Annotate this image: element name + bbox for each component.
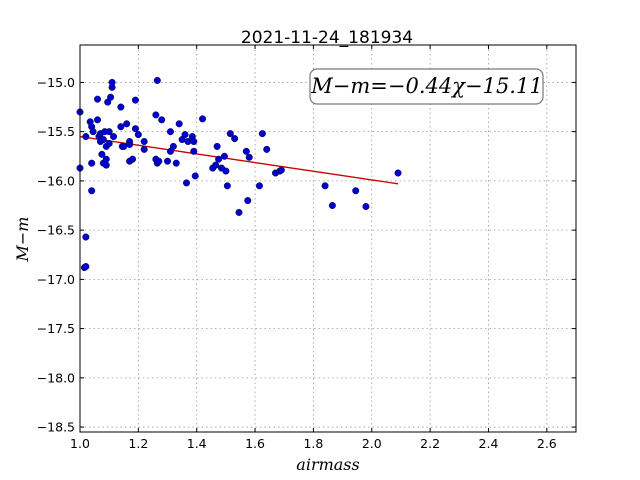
data-point [199, 115, 207, 123]
data-point [215, 155, 223, 163]
axis-ticks: 1.0 1.2 1.4 1.6 1.8 2.0 2.2 2.4 2.6 −15.0 −15.5 −16… [37, 45, 576, 451]
x-tick-label: 1.0 [70, 436, 90, 451]
data-point [166, 128, 174, 136]
data-point [110, 133, 118, 141]
data-point [117, 103, 125, 111]
data-point [117, 123, 125, 131]
data-point [182, 179, 190, 187]
data-point [102, 161, 110, 169]
data-point [108, 78, 116, 86]
data-point [131, 125, 139, 133]
data-point [244, 197, 252, 205]
x-tick-label: 1.2 [128, 436, 148, 451]
chart-title: 2021-11-24_181934 [241, 28, 413, 48]
data-point [102, 155, 110, 163]
data-point [263, 145, 271, 153]
data-point [362, 202, 370, 210]
data-point [82, 233, 90, 241]
data-point [126, 140, 134, 148]
y-tick-label: −17.5 [37, 321, 75, 336]
data-point [212, 161, 220, 169]
data-point [152, 111, 160, 119]
data-point [394, 169, 402, 177]
x-tick-label: 2.2 [420, 436, 440, 451]
data-point [213, 142, 221, 150]
data-point [134, 131, 142, 139]
fit-equation-frame [309, 68, 544, 105]
data-point [245, 153, 253, 161]
x-tick-label: 2.4 [479, 436, 499, 451]
data-point [191, 172, 199, 180]
data-point [131, 96, 139, 104]
data-point [277, 166, 285, 174]
data-point [155, 157, 163, 165]
data-point [120, 142, 128, 150]
data-point [82, 133, 90, 141]
data-point [222, 167, 230, 175]
data-point [220, 152, 228, 160]
x-tick-label: 1.6 [245, 436, 265, 451]
data-point [190, 138, 198, 146]
y-tick-label: −15.5 [37, 124, 75, 139]
data-point [172, 159, 180, 167]
data-point [105, 139, 113, 147]
data-point [107, 93, 115, 101]
data-point [242, 147, 250, 155]
data-point [88, 159, 96, 167]
data-point [140, 138, 148, 146]
fit-equation-text: M−m=−0.44χ−15.11 [310, 74, 542, 98]
y-tick-label: −15.0 [37, 75, 75, 90]
data-point [99, 136, 107, 144]
data-point [88, 187, 96, 195]
data-point [175, 120, 183, 128]
y-tick-label: −16.5 [37, 223, 75, 238]
data-point [235, 208, 243, 216]
data-point [223, 182, 231, 190]
y-axis-label: M−m [13, 217, 32, 263]
data-point [158, 116, 166, 124]
data-point [169, 142, 177, 150]
x-tick-label: 2.6 [537, 436, 557, 451]
data-point [352, 187, 360, 195]
x-tick-label: 2.0 [362, 436, 382, 451]
data-point [226, 130, 234, 138]
y-tick-label: −17.0 [37, 272, 75, 287]
data-point [153, 76, 161, 84]
x-tick-label: 1.4 [187, 436, 207, 451]
data-point [89, 128, 97, 136]
data-point [321, 182, 329, 190]
data-point [140, 145, 148, 153]
data-point [181, 131, 189, 139]
fit-equation-box: M−m=−0.44χ−15.11 [309, 68, 544, 105]
data-point [94, 116, 102, 124]
plot-area-frame [79, 44, 577, 433]
data-point [82, 263, 90, 271]
data-point [94, 95, 102, 103]
y-tick-label: −16.0 [37, 173, 75, 188]
y-tick-label: −18.5 [37, 420, 75, 435]
data-point [129, 155, 137, 163]
data-points [76, 76, 402, 272]
x-axis-label: airmass [296, 455, 359, 474]
data-point [164, 157, 172, 165]
data-point [258, 130, 266, 138]
data-point [328, 202, 336, 210]
data-point [123, 120, 131, 128]
data-point [98, 150, 106, 158]
data-point [105, 128, 113, 136]
data-point [255, 182, 263, 190]
y-tick-label: −18.0 [37, 370, 75, 385]
data-point [231, 135, 239, 143]
data-point [190, 147, 198, 155]
x-tick-label: 1.8 [303, 436, 323, 451]
